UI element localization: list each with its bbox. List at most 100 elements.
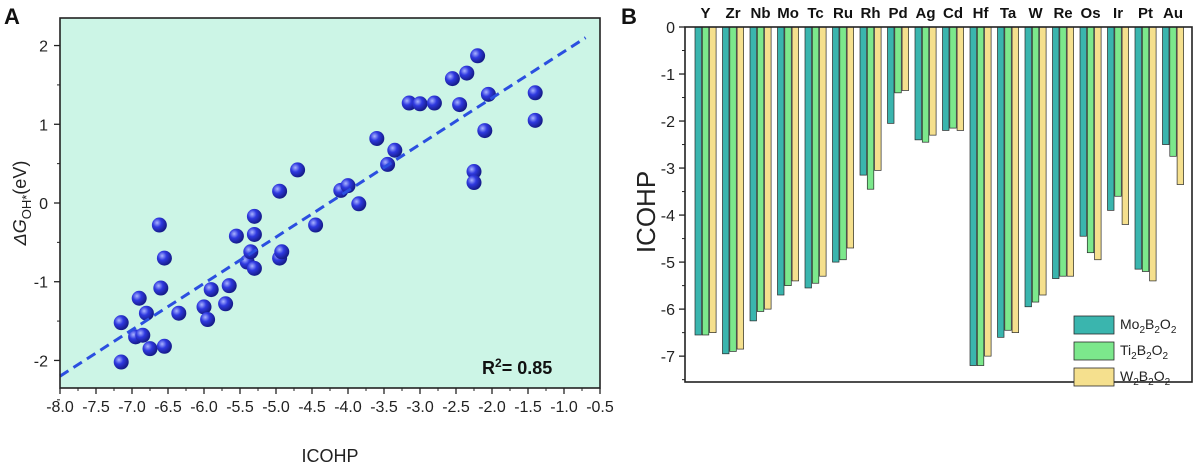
data-point xyxy=(340,178,356,194)
data-point xyxy=(308,217,324,233)
data-point xyxy=(466,175,482,191)
x-tick-label: -7.5 xyxy=(82,399,110,416)
x-tick-label: -8.0 xyxy=(46,399,74,416)
bar-mo-pd xyxy=(887,26,895,124)
bar-w-mo xyxy=(791,26,799,282)
data-point xyxy=(290,162,306,178)
bar-ti-os xyxy=(1086,26,1095,254)
bar-mo-os xyxy=(1079,26,1087,237)
bar-mo-tc xyxy=(804,26,812,289)
bar-w-ir xyxy=(1121,26,1129,225)
bar-ti-mo xyxy=(784,26,792,286)
bar-mo-ag xyxy=(914,26,922,141)
y-tick-label: -1 xyxy=(661,67,675,84)
metal-label-cd: Cd xyxy=(943,5,963,22)
metal-label-pt: Pt xyxy=(1138,5,1153,22)
metal-label-os: Os xyxy=(1081,5,1101,22)
x-tick-label: -7.0 xyxy=(118,399,146,416)
bar-w-re xyxy=(1066,26,1074,277)
bar-mo-cd xyxy=(942,26,950,131)
bar-ti-ir xyxy=(1114,26,1122,197)
data-point xyxy=(142,341,158,357)
y-tick-label: 0 xyxy=(39,196,48,213)
scatter-x-axis-title: ICOHP xyxy=(301,446,358,466)
bar-ti-nb xyxy=(756,26,765,312)
data-point xyxy=(459,65,475,81)
bar-ti-zr xyxy=(729,26,737,352)
metal-label-hf: Hf xyxy=(973,5,990,22)
data-point xyxy=(351,196,367,212)
bar-w-os xyxy=(1094,26,1102,261)
metal-label-ru: Ru xyxy=(833,5,853,22)
data-point xyxy=(527,85,543,101)
bar-w-cd xyxy=(956,26,964,131)
fit-line xyxy=(59,36,587,378)
data-point xyxy=(203,282,219,298)
data-point xyxy=(477,123,493,139)
metal-label-tc: Tc xyxy=(807,5,823,22)
x-tick-label: -4.0 xyxy=(334,399,362,416)
bar-ti-ru xyxy=(839,26,847,261)
metal-label-ag: Ag xyxy=(916,5,936,22)
data-point xyxy=(369,130,385,146)
x-tick-label: -6.0 xyxy=(190,399,218,416)
x-tick-label: -3.0 xyxy=(406,399,434,416)
metal-label-nb: Nb xyxy=(751,5,771,22)
bar-w-pt xyxy=(1149,26,1157,282)
bar-w-hf xyxy=(984,26,992,357)
r-squared-annotation: R2= 0.85 xyxy=(482,356,552,378)
bar-frame xyxy=(684,26,1193,383)
bar-mo-ta xyxy=(997,26,1005,338)
y-tick-label: -7 xyxy=(661,349,675,366)
bar-mo-zr xyxy=(722,26,730,355)
bar-w-ta xyxy=(1011,26,1019,333)
x-tick-label: -1.5 xyxy=(514,399,542,416)
bar-mo-nb xyxy=(749,26,757,322)
bar-ti-au xyxy=(1169,26,1177,157)
metal-label-y: Y xyxy=(701,5,711,22)
legend-swatch xyxy=(1073,341,1115,361)
metal-label-ir: Ir xyxy=(1113,5,1123,22)
data-point xyxy=(452,97,468,113)
bar-mo-y xyxy=(694,26,702,336)
data-point xyxy=(196,299,212,315)
bar-mo-ir xyxy=(1107,26,1115,211)
data-point xyxy=(135,327,151,343)
bar-ti-pd xyxy=(894,26,902,94)
data-point xyxy=(387,142,403,158)
data-point xyxy=(221,278,237,294)
data-point xyxy=(151,217,167,233)
bar-y-axis-title: ICOHP xyxy=(631,171,661,253)
bar-w-ag xyxy=(929,26,937,136)
metal-label-rh: Rh xyxy=(861,5,881,22)
y-tick-label: -3 xyxy=(661,161,675,178)
legend-swatch xyxy=(1073,367,1115,387)
x-tick-label: -3.5 xyxy=(370,399,398,416)
x-tick-label: -1.0 xyxy=(550,399,578,416)
bar-legend: Mo2B2O2 Ti2B2O2 W2B2O2 xyxy=(1073,315,1177,388)
bar-mo-rh xyxy=(859,26,867,176)
metal-label-mo: Mo xyxy=(777,5,799,22)
legend-label: Ti2B2O2 xyxy=(1120,342,1169,362)
legend-label: W2B2O2 xyxy=(1120,368,1171,388)
legend-label: Mo2B2O2 xyxy=(1120,316,1177,336)
x-tick-label: -0.5 xyxy=(586,399,614,416)
metal-label-w: W xyxy=(1028,5,1043,22)
data-point xyxy=(470,48,486,64)
data-point xyxy=(401,95,417,111)
metal-label-au: Au xyxy=(1163,5,1183,22)
bar-mo-au xyxy=(1162,26,1170,145)
x-tick-label: -5.5 xyxy=(226,399,254,416)
bar-mo-w xyxy=(1024,26,1032,308)
legend-swatch xyxy=(1073,315,1115,335)
data-point xyxy=(246,208,262,224)
bar-ti-w xyxy=(1031,26,1040,303)
metal-label-ta: Ta xyxy=(1000,5,1017,22)
metal-label-pd: Pd xyxy=(888,5,907,22)
y-tick-label: -6 xyxy=(661,302,675,319)
y-tick-label: -2 xyxy=(661,114,675,131)
metal-label-re: Re xyxy=(1053,5,1072,22)
bar-ti-y xyxy=(701,26,710,336)
bar-ti-pt xyxy=(1141,26,1150,272)
